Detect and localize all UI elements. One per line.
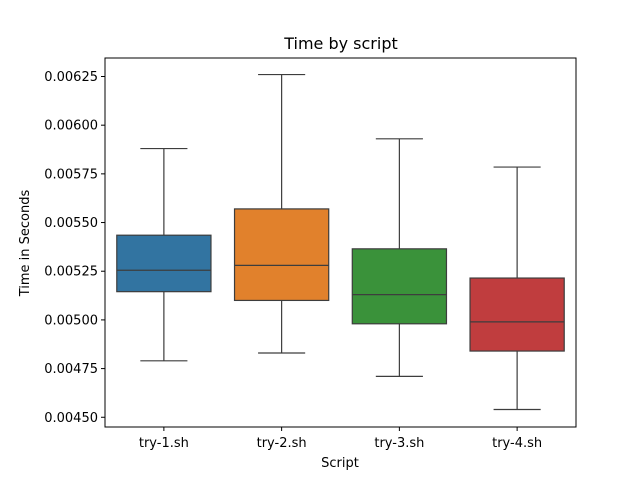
box-try-1-sh (116, 234, 212, 293)
x-tick-label: try-4.sh (492, 436, 542, 451)
y-tick-label: 0.00625 (44, 70, 98, 85)
box-try-4-sh (469, 277, 565, 352)
y-tick-label: 0.00450 (44, 411, 98, 426)
box-try-2-sh (233, 208, 330, 302)
box-try-3-sh (351, 248, 448, 325)
x-tick-label: try-1.sh (139, 436, 189, 451)
plot-area: 0.00450 0.00475 0.00500 0.00525 0.00550 0.005… (44, 57, 577, 451)
x-axis-label: Script (321, 456, 359, 471)
x-tick-label: try-3.sh (374, 436, 424, 451)
plot-frame (104, 57, 577, 428)
y-tick-label: 0.00575 (44, 167, 98, 182)
y-tick-label: 0.00600 (44, 119, 98, 134)
y-tick-label: 0.00475 (44, 362, 98, 377)
y-axis-label: Time in Seconds (18, 190, 33, 298)
y-tick-label: 0.00500 (44, 313, 98, 328)
y-tick-label: 0.00550 (44, 216, 98, 231)
x-tick-label: try-2.sh (257, 436, 307, 451)
chart-title: Time by script (283, 34, 398, 53)
y-tick-label: 0.00525 (44, 265, 98, 280)
